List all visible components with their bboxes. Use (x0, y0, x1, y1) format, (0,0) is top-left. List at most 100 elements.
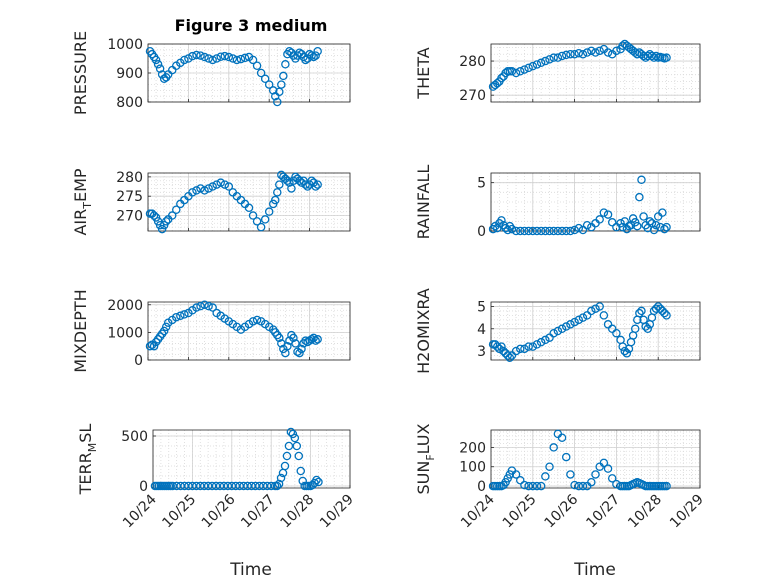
data-point (223, 481, 233, 491)
axes-frame (490, 429, 701, 489)
data-point (312, 475, 321, 485)
data-point (311, 336, 320, 345)
data-point (545, 462, 554, 471)
y-tick-label: 1000 (107, 37, 143, 53)
data-point (216, 52, 225, 62)
data-point (620, 346, 630, 356)
y-axis-label: TERRMSL (76, 424, 99, 496)
data-point (151, 55, 161, 65)
data-point (591, 470, 600, 479)
data-point (516, 226, 525, 236)
y-tick-label: 800 (116, 95, 143, 111)
data-point (520, 344, 529, 354)
data-point (566, 320, 575, 329)
data-point (220, 180, 230, 189)
data-point (566, 226, 575, 236)
data-point (620, 217, 630, 226)
data-point (622, 349, 632, 358)
x-tick-label: 10/25 (159, 492, 199, 532)
data-point (493, 78, 502, 88)
data-point (180, 55, 189, 65)
y-tick-label: 275 (116, 189, 143, 205)
data-point (658, 306, 667, 316)
data-point (570, 480, 579, 490)
y-tick-label: 0 (477, 224, 486, 240)
data-point (252, 315, 262, 325)
data-point (196, 51, 205, 60)
data-point (289, 333, 298, 343)
data-point (196, 184, 205, 193)
subplot-p1: 800 900 1000 PRESSURE (71, 31, 351, 115)
data-point (656, 222, 665, 232)
data-point (172, 205, 181, 214)
data-point (203, 481, 213, 491)
data-point (199, 481, 209, 491)
data-point (192, 186, 201, 195)
data-point (635, 308, 644, 318)
y-tick-label: 0 (477, 479, 486, 495)
data-point (188, 51, 197, 61)
axes-frame (490, 172, 701, 232)
data-point (507, 351, 517, 360)
data-point (582, 48, 592, 57)
data-point (266, 481, 276, 491)
axes-frame (147, 301, 351, 361)
data-point (215, 481, 225, 491)
data-point (212, 180, 221, 189)
data-point (248, 211, 258, 220)
data-point (497, 73, 506, 83)
x-tick-label: 10/24 (458, 491, 498, 531)
data-point (662, 53, 671, 62)
x-axis-label-right: Time (573, 560, 616, 580)
data-point (497, 342, 506, 351)
data-point (196, 301, 205, 311)
data-point (511, 470, 521, 479)
data-point (578, 225, 588, 235)
subplot-p2: 270 280 THETA (414, 39, 701, 104)
data-point (231, 481, 240, 491)
data-point (271, 195, 280, 205)
data-point (532, 226, 542, 236)
data-point (524, 481, 533, 491)
data-point (607, 218, 617, 227)
data-point (495, 344, 504, 354)
data-point (260, 74, 270, 84)
data-point (303, 182, 312, 191)
data-point (192, 303, 201, 312)
data-point (561, 452, 571, 462)
data-point (603, 48, 613, 57)
data-point (545, 226, 554, 236)
data-point (501, 223, 510, 233)
data-point (651, 220, 661, 230)
data-point (284, 441, 294, 451)
y-tick-label: 280 (116, 170, 143, 186)
data-point (511, 346, 521, 356)
y-tick-label: 200 (459, 440, 486, 456)
data-point (541, 472, 550, 481)
data-point (313, 47, 322, 56)
data-point (294, 451, 304, 461)
data-point (285, 178, 294, 187)
data-point (256, 222, 266, 232)
data-point (599, 458, 609, 468)
data-point (263, 481, 272, 491)
data-point (227, 481, 237, 491)
data-point (281, 60, 290, 69)
data-point (232, 55, 242, 65)
data-point (520, 226, 529, 236)
data-point (595, 302, 604, 311)
data-point (549, 328, 558, 338)
data-point (268, 86, 278, 95)
data-point (273, 188, 282, 197)
y-axis-label: MIXDEPTH (71, 289, 90, 372)
x-tick-label: 10/25 (500, 492, 540, 532)
data-point (528, 61, 538, 71)
data-point (536, 481, 546, 491)
y-tick-label: 500 (121, 429, 148, 445)
data-point (553, 226, 563, 236)
data-point (524, 342, 533, 351)
data-point (251, 481, 260, 491)
data-point (290, 433, 300, 443)
data-point (541, 335, 550, 345)
y-tick-label: 1000 (107, 325, 143, 341)
